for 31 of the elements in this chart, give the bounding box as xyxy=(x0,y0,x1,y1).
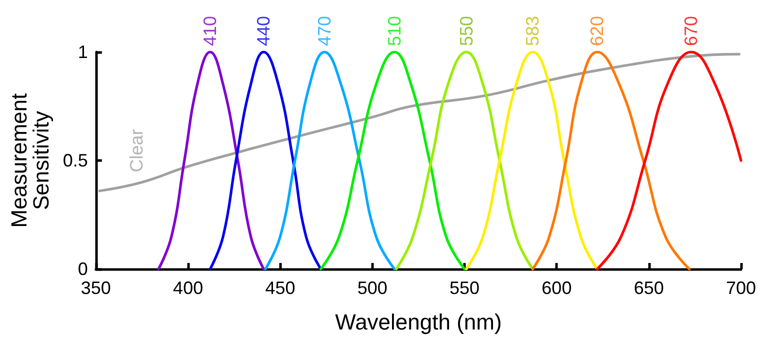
line-series xyxy=(208,50,322,270)
annotation: 440 xyxy=(254,16,274,46)
annotation: 583 xyxy=(522,16,543,46)
line-series xyxy=(531,50,691,270)
y-tick-label: 0 xyxy=(78,259,88,279)
line-series xyxy=(465,50,599,270)
x-tick-label: 500 xyxy=(357,278,388,298)
y-tick-label: 1 xyxy=(78,42,88,62)
line-series xyxy=(395,50,534,270)
line-series xyxy=(319,50,466,270)
annotation: 410 xyxy=(200,16,220,46)
line-series xyxy=(596,50,742,270)
line-series xyxy=(157,50,265,270)
annotation: 550 xyxy=(456,16,476,46)
annotation: Clear xyxy=(126,129,146,172)
x-tick-label: 350 xyxy=(80,278,111,298)
x-axis-title: Wavelength (nm) xyxy=(335,310,502,334)
y-tick-label: 0.5 xyxy=(62,150,88,170)
x-tick-label: 600 xyxy=(542,278,572,298)
line-series xyxy=(98,52,740,192)
x-tick-label: 550 xyxy=(450,278,480,298)
x-tick-label: 650 xyxy=(634,278,664,298)
line-series xyxy=(264,50,396,270)
x-tick-label: 700 xyxy=(726,278,756,298)
x-tick-label: 450 xyxy=(265,278,296,298)
annotation: 510 xyxy=(384,16,404,46)
y-axis-title: Measurement Sensitivity xyxy=(6,93,54,228)
annotation: 470 xyxy=(314,16,334,46)
x-tick-label: 400 xyxy=(173,278,204,298)
annotation: 620 xyxy=(587,16,608,46)
annotation: 670 xyxy=(681,16,702,46)
